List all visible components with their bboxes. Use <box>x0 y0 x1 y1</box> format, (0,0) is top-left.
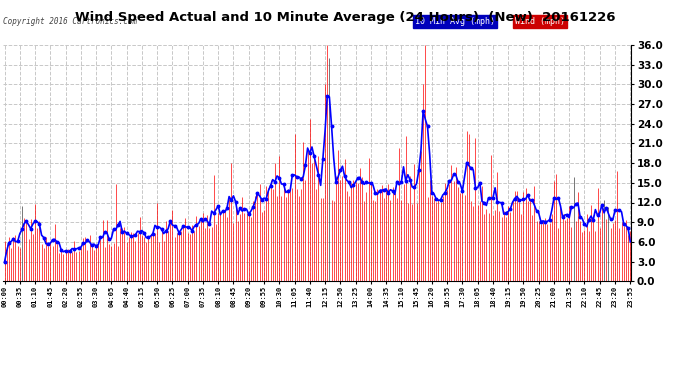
Text: Copyright 2016 Cartronics.com: Copyright 2016 Cartronics.com <box>3 17 137 26</box>
Text: Wind (mph): Wind (mph) <box>515 17 565 26</box>
Text: 10 Min Avg (mph): 10 Min Avg (mph) <box>415 17 495 26</box>
Text: Wind Speed Actual and 10 Minute Average (24 Hours)  (New)  20161226: Wind Speed Actual and 10 Minute Average … <box>75 11 615 24</box>
